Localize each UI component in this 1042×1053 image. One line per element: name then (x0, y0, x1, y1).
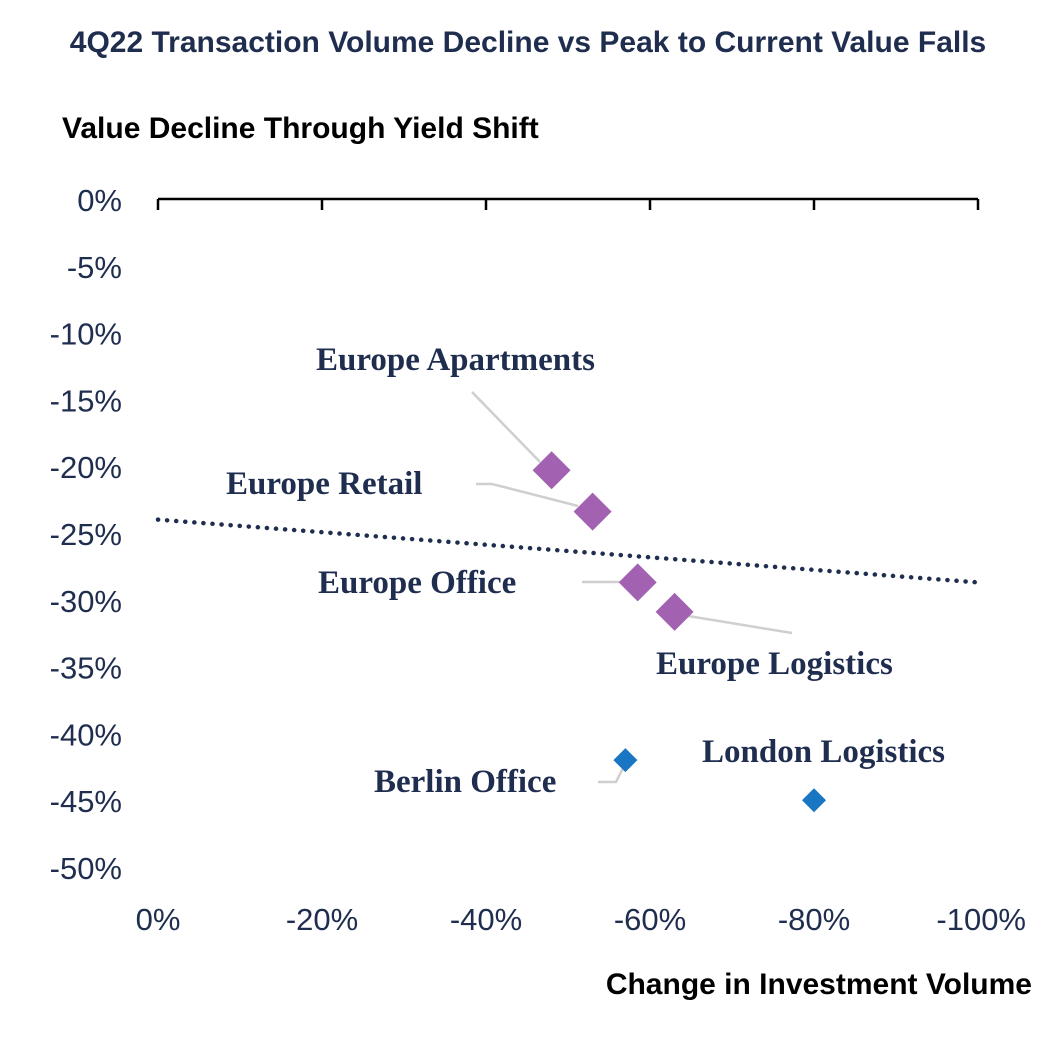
x-axis-label: Change in Investment Volume (606, 968, 1032, 1001)
leader-line-europe-logistics (675, 612, 793, 635)
chart-title: 4Q22 Transaction Volume Decline vs Peak … (70, 26, 986, 59)
y-tick-label: -35% (50, 651, 122, 686)
point-europe-apartments (532, 451, 571, 490)
trendline-group (155, 517, 981, 585)
point-labels: Europe Apartments Europe Retail Europe Off… (226, 342, 945, 800)
point-berlin-office (613, 748, 638, 773)
point-europe-office (618, 563, 657, 602)
y-tick-label: 0% (77, 183, 122, 218)
y-tick-label: -45% (50, 784, 122, 819)
x-tick-label: -100% (936, 902, 1026, 937)
x-tick-label: -80% (778, 902, 850, 937)
trendline (155, 517, 981, 585)
label-europe-apartments: Europe Apartments (316, 342, 595, 378)
x-tick-label: -20% (286, 902, 358, 937)
point-europe-retail (573, 492, 612, 531)
x-axis: 0% -20% -40% -60% -80% -100% (136, 197, 1026, 937)
y-tick-label: -40% (50, 717, 122, 752)
y-tick-label: -30% (50, 584, 122, 619)
y-axis-label: Value Decline Through Yield Shift (62, 112, 539, 145)
label-london-logistics: London Logistics (702, 734, 945, 770)
y-tick-label: -25% (50, 517, 122, 552)
y-tick-label: -20% (50, 450, 122, 485)
y-tick-label: -15% (50, 383, 122, 418)
y-tick-label: -10% (50, 317, 122, 352)
y-tick-label: -50% (50, 851, 122, 886)
leader-line-europe-retail (476, 482, 579, 508)
label-europe-logistics: Europe Logistics (656, 646, 893, 682)
x-tick-label: -40% (450, 902, 522, 937)
data-points (532, 451, 826, 813)
point-europe-logistics (655, 592, 694, 631)
point-london-logistics (802, 788, 826, 813)
label-berlin-office: Berlin Office (374, 764, 556, 800)
x-tick-label: 0% (136, 902, 181, 937)
y-axis: 0% -5% -10% -15% -20% -25% -30% -35% -40% -45% -50… (50, 183, 122, 886)
y-tick-label: -5% (67, 250, 122, 285)
leader-line-europe-apartments (471, 391, 541, 463)
x-tick-label: -60% (614, 902, 686, 937)
label-europe-office: Europe Office (318, 565, 516, 601)
label-europe-retail: Europe Retail (226, 466, 422, 502)
